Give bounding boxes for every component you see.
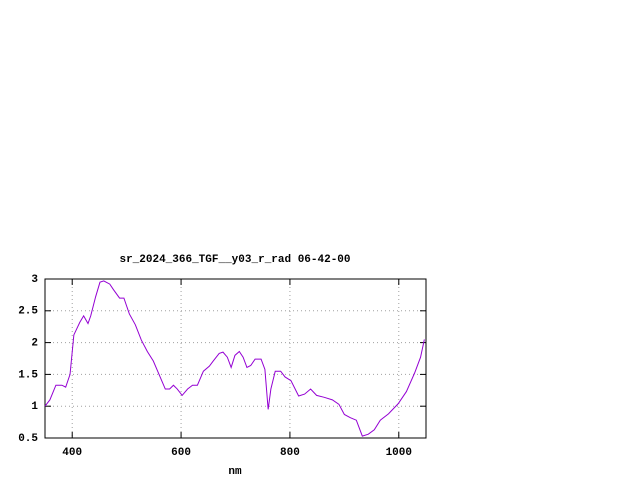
plot-border xyxy=(44,278,427,439)
x-axis-label: nm xyxy=(228,466,242,478)
y-tick-label: 3 xyxy=(31,274,38,286)
data-line xyxy=(44,280,425,437)
x-tick-label: 1000 xyxy=(386,447,412,459)
y-tick-label: 2 xyxy=(31,338,38,350)
y-tick-label: 2.5 xyxy=(18,306,38,318)
x-tick-label: 600 xyxy=(171,447,191,459)
y-tick-label: 0.5 xyxy=(18,433,38,445)
y-tick-label: 1 xyxy=(31,401,38,413)
chart-title: sr_2024_366_TGF__y03_r_rad 06-42-00 xyxy=(119,254,350,266)
x-tick-label: 400 xyxy=(62,447,82,459)
y-tick-label: 1.5 xyxy=(18,369,38,381)
x-tick-label: 800 xyxy=(280,447,300,459)
